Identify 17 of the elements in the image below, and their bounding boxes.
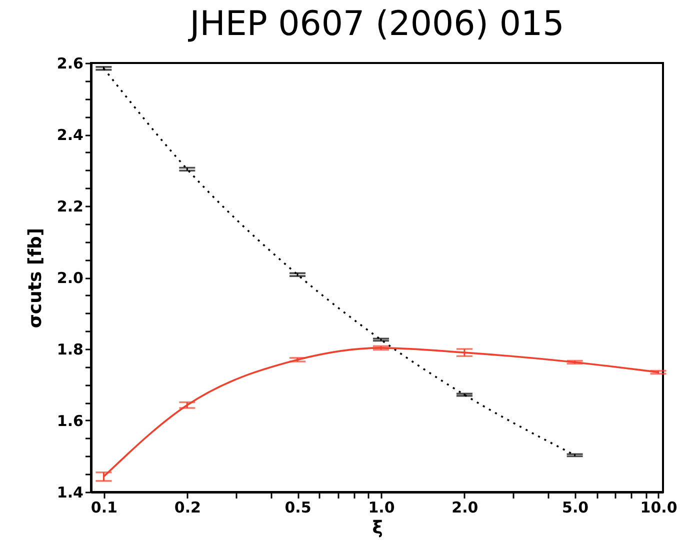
x-tick-label: 10.0	[640, 498, 678, 516]
x-axis-title: ξ	[372, 518, 383, 538]
y-tick-label: 1.4	[56, 484, 84, 502]
y-tick-label: 2.0	[56, 269, 84, 287]
x-tick-label: 0.5	[284, 498, 312, 516]
x-tick-label: 0.2	[174, 498, 201, 516]
x-tick-label: 1.0	[368, 498, 395, 516]
y-tick-label: 2.4	[56, 126, 84, 144]
chart-title: JHEP 0607 (2006) 015	[188, 4, 564, 44]
x-tick-label: 2.0	[452, 498, 478, 516]
x-tick-label: 0.1	[90, 498, 118, 516]
x-tick-label: 5.0	[562, 498, 589, 516]
y-tick-label: 1.6	[56, 412, 84, 430]
y-tick-label: 1.8	[56, 340, 84, 358]
y-axis-title: σcuts [fb]	[24, 228, 46, 328]
y-tick-label: 2.6	[56, 54, 84, 72]
y-tick-label: 2.2	[56, 198, 84, 216]
